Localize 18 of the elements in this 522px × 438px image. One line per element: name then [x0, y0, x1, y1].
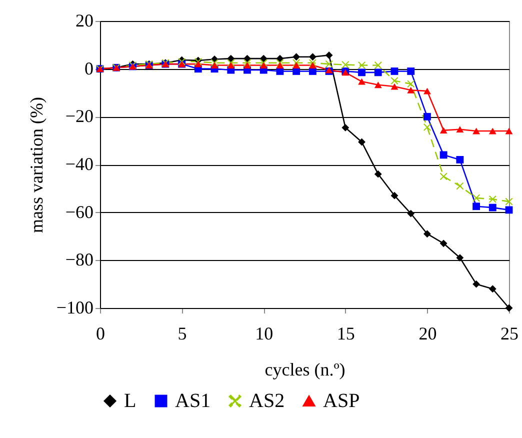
legend-label: AS2	[249, 390, 285, 412]
legend-label: L	[124, 390, 136, 412]
x-tick-label: 25	[500, 324, 518, 344]
y-axis-title: mass variation (%)	[26, 97, 46, 233]
legend-label: AS1	[175, 390, 211, 412]
x-axis-title: cycles (n.º)	[264, 360, 346, 380]
y-tick-label: 20	[76, 10, 94, 30]
y-tick-label: −40	[65, 154, 94, 174]
y-tick-label: −100	[56, 298, 94, 318]
y-tick-label: −80	[65, 250, 94, 270]
x-tick-label: 10	[255, 324, 274, 344]
y-tick-label: −20	[65, 106, 94, 126]
x-tick-label: 15	[336, 324, 355, 344]
y-tick-label: 0	[84, 58, 94, 78]
x-tick-label: 5	[178, 324, 187, 344]
y-tick-label: −60	[65, 202, 94, 222]
legend-label: ASP	[323, 390, 360, 412]
x-tick-label: 20	[418, 324, 437, 344]
